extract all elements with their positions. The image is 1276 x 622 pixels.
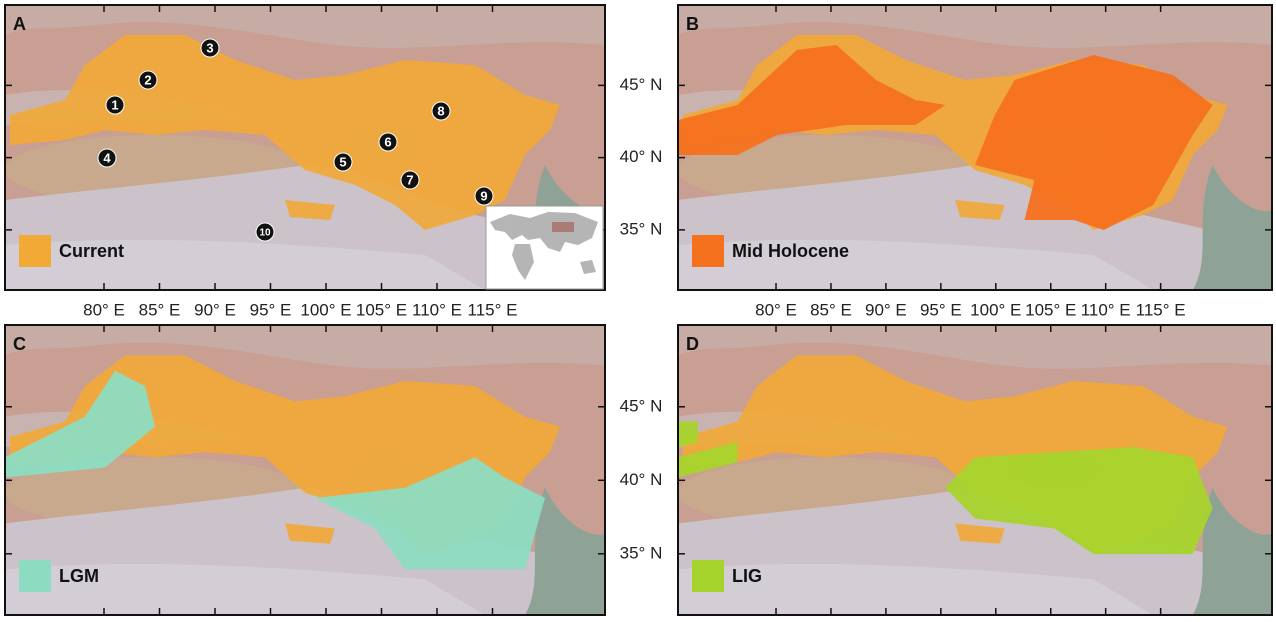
latitude-label: 45° N [620,396,663,415]
legend-swatch [19,560,51,592]
map-content [678,325,1272,615]
site-number: 3 [206,40,213,55]
longitude-label: 110° E [1081,300,1131,319]
site-number: 1 [111,97,118,112]
panel-letter: D [686,334,699,354]
legend-swatch [692,235,724,267]
latitude-label: 35° N [620,543,663,562]
longitude-label: 85° E [139,300,181,319]
longitude-label: 100° E [970,300,1021,319]
longitude-label: 115° E [468,300,518,319]
legend-label: Mid Holocene [732,241,849,261]
legend-label: Current [59,241,124,261]
longitude-label: 105° E [1025,300,1076,319]
longitude-label: 115° E [1136,300,1186,319]
inset-map [486,206,603,289]
panel-letter: C [13,334,26,354]
panel-letter: A [13,14,26,34]
site-number: 9 [480,188,487,203]
site-number: 8 [437,103,444,118]
longitude-label: 90° E [865,300,907,319]
site-number: 6 [384,134,391,149]
site-number: 4 [103,150,111,165]
site-number: 7 [406,172,413,187]
longitude-label: 80° E [755,300,797,319]
latitude-label: 45° N [620,75,663,94]
longitude-label: 80° E [83,300,125,319]
figure: ACurrent80° E85° E90° E95° E100° E105° E… [0,0,1276,617]
site-number: 5 [339,154,346,169]
latitude-label: 40° N [620,147,663,166]
latitude-label: 40° N [620,470,663,489]
longitude-label: 85° E [810,300,852,319]
longitude-label: 95° E [920,300,962,319]
longitude-label: 95° E [250,300,292,319]
legend-label: LIG [732,566,762,586]
panel-letter: B [686,14,699,34]
legend-swatch [19,235,51,267]
latitude-label: 35° N [620,219,663,238]
legend-label: LGM [59,566,99,586]
site-number: 2 [144,72,151,87]
legend-swatch [692,560,724,592]
longitude-label: 110° E [412,300,462,319]
longitude-label: 105° E [356,300,407,319]
longitude-label: 100° E [300,300,351,319]
longitude-label: 90° E [194,300,236,319]
inset-study-area [552,222,574,232]
site-number: 10 [259,228,271,239]
map-panel [678,325,1272,615]
